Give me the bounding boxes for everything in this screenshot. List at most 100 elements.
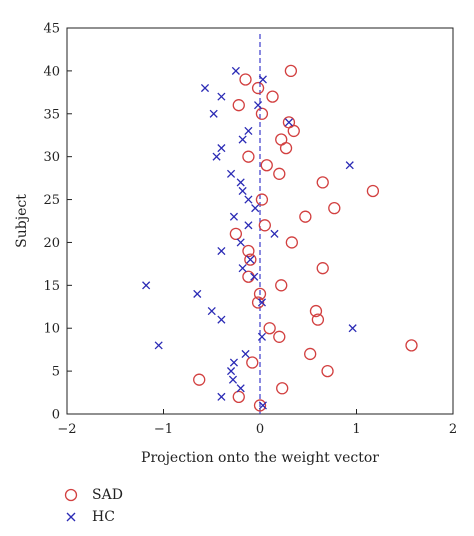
sad-point	[251, 81, 265, 95]
sad-point	[273, 167, 286, 180]
sad-point	[304, 347, 317, 361]
hc-point	[250, 272, 259, 281]
points-layer	[142, 64, 418, 412]
hc-point	[229, 212, 239, 221]
sad-point	[405, 339, 418, 352]
hc-point	[231, 66, 240, 75]
sad-point	[299, 210, 312, 223]
hc-point	[244, 221, 253, 230]
hc-point	[251, 204, 260, 213]
sad-point	[316, 262, 329, 275]
hc-point	[226, 169, 236, 178]
y-tick-label: 20	[43, 236, 60, 251]
sad-point	[229, 227, 243, 241]
sad-point	[242, 244, 255, 258]
x-axis-label: Projection onto the weight vector	[141, 450, 379, 466]
y-tick-label: 30	[43, 150, 60, 165]
hc-point	[200, 83, 210, 93]
hc-point	[284, 118, 294, 127]
sad-point	[311, 313, 325, 326]
y-tick-label: 10	[43, 322, 60, 337]
sad-point	[321, 364, 334, 378]
sad-point	[273, 330, 286, 343]
hc-point	[217, 392, 226, 401]
sad-point	[366, 184, 380, 198]
y-tick-label: 25	[43, 193, 60, 208]
legend-item-sad: SAD	[62, 484, 123, 506]
hc-point	[238, 264, 247, 273]
sad-point	[232, 99, 245, 112]
hc-point	[244, 195, 253, 204]
hc-point	[257, 298, 266, 307]
sad-point	[316, 176, 329, 189]
sad-point	[263, 322, 276, 335]
sad-point	[244, 253, 257, 266]
x-tick-label: 0	[256, 422, 264, 437]
sad-point	[275, 279, 288, 292]
hc-point	[229, 358, 239, 367]
hc-point	[236, 178, 245, 187]
y-tick-label: 35	[43, 107, 60, 122]
y-tick-label: 45	[43, 22, 60, 37]
x-tick-label: 1	[352, 422, 360, 437]
sad-point	[239, 73, 252, 86]
hc-point	[246, 255, 255, 264]
hc-point	[258, 401, 267, 410]
y-tick-label: 5	[52, 365, 60, 380]
circle-marker-icon	[64, 488, 78, 502]
hc-point	[244, 126, 253, 135]
y-tick-label: 15	[43, 279, 60, 294]
sad-point	[253, 287, 267, 301]
sad-point	[284, 64, 298, 78]
sad-point	[266, 90, 279, 103]
x-tick-label: −2	[57, 422, 76, 437]
y-tick-label: 0	[52, 408, 60, 423]
hc-point	[154, 341, 163, 350]
hc-point	[226, 367, 236, 376]
sad-point	[255, 193, 269, 206]
sad-point	[258, 219, 271, 232]
legend-label-hc: HC	[92, 509, 115, 525]
y-tick-label: 40	[43, 64, 60, 79]
sad-point	[309, 304, 323, 318]
hc-point	[217, 315, 226, 324]
legend-label-sad: SAD	[92, 487, 123, 503]
hc-point	[345, 161, 354, 170]
x-marker-icon	[66, 512, 76, 522]
hc-point	[241, 349, 250, 359]
sad-point	[242, 270, 255, 283]
hc-point	[236, 384, 245, 393]
hc-point	[207, 307, 216, 316]
hc-point	[228, 375, 238, 384]
sad-point	[251, 296, 265, 309]
hc-point	[348, 324, 357, 333]
sad-point	[279, 141, 293, 155]
sad-point	[260, 159, 273, 172]
sad-point	[246, 356, 259, 369]
sad-point	[285, 236, 298, 249]
hc-point	[257, 332, 266, 341]
x-tick-label: −1	[154, 422, 173, 437]
hc-point	[238, 135, 247, 144]
hc-point	[217, 246, 226, 256]
sad-point	[276, 382, 289, 395]
hc-point	[236, 238, 245, 247]
sad-point	[275, 133, 288, 146]
hc-point	[254, 101, 263, 110]
sad-point	[232, 390, 245, 403]
sad-point	[328, 201, 341, 215]
sad-point	[193, 373, 206, 386]
hc-point	[209, 109, 218, 118]
hc-point	[258, 75, 267, 84]
legend-item-hc: HC	[62, 506, 123, 528]
sad-point	[282, 116, 296, 129]
sad-point	[242, 150, 255, 163]
hc-point	[217, 144, 226, 153]
hc-point	[270, 229, 279, 238]
sad-point	[287, 124, 300, 138]
sad-point	[253, 399, 267, 412]
x-tick-label: 2	[449, 422, 457, 437]
hc-point	[217, 92, 226, 101]
y-axis-label: Subject	[14, 194, 30, 248]
